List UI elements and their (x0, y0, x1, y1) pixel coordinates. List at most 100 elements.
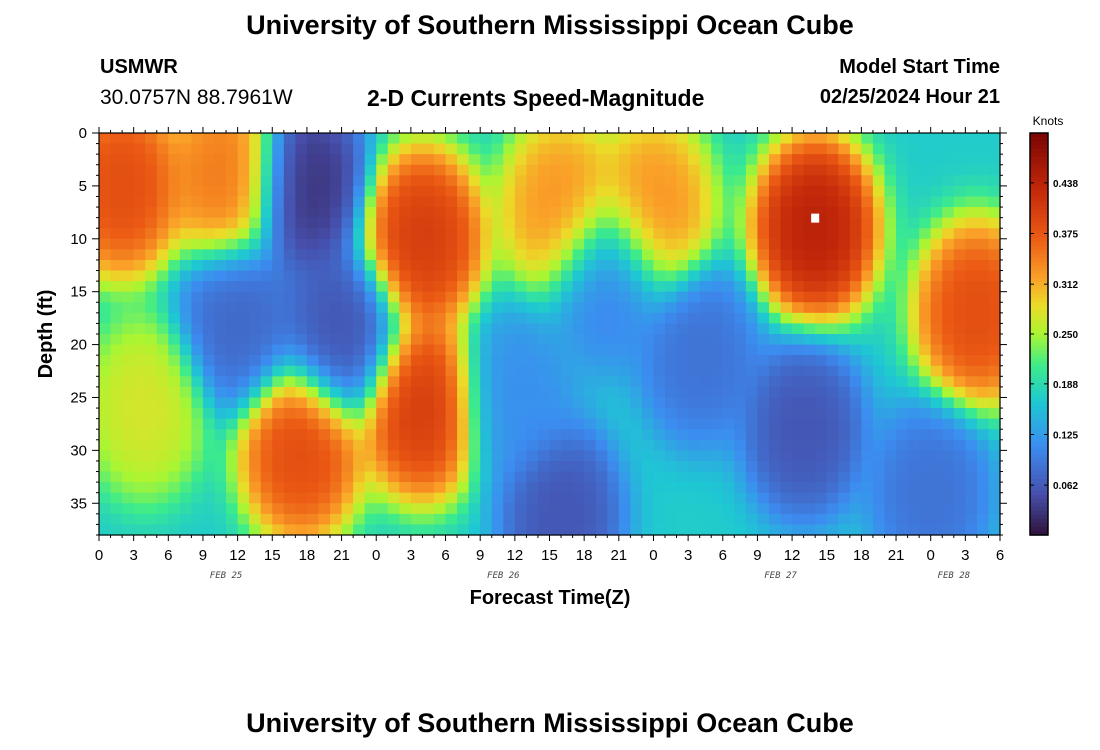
heatmap-cell (919, 143, 932, 155)
heatmap-cell (699, 503, 712, 515)
colorbar-segment (1030, 249, 1048, 255)
heatmap-cell (561, 217, 574, 229)
heatmap-cell (202, 164, 216, 176)
heatmap-cell (953, 503, 966, 515)
heatmap-cell (422, 450, 435, 462)
heatmap-cell (976, 439, 990, 451)
heatmap-cell (226, 513, 239, 526)
heatmap-cell (168, 386, 181, 399)
heatmap-cell (399, 460, 412, 473)
heatmap-cell (953, 408, 966, 420)
heatmap-cell (318, 143, 331, 155)
colorbar-segment (1030, 446, 1048, 452)
heatmap-cell (318, 154, 331, 166)
heatmap-cell (283, 397, 296, 409)
heatmap-cell (503, 291, 516, 303)
colorbar-segment (1030, 498, 1048, 504)
heatmap-cell (445, 386, 458, 399)
heatmap-cell (168, 291, 181, 303)
heatmap-cell (792, 270, 805, 282)
heatmap-cell (815, 397, 828, 409)
heatmap-cell (468, 270, 481, 282)
heatmap-cell (815, 185, 828, 198)
heatmap-cell (572, 471, 585, 483)
heatmap-cell (965, 259, 978, 272)
heatmap-cell (734, 207, 747, 219)
heatmap-cell (826, 355, 839, 367)
heatmap-cell (99, 408, 112, 420)
heatmap-cell (364, 281, 377, 293)
heatmap-cell (399, 249, 412, 261)
heatmap-cell (503, 228, 516, 240)
heatmap-cell (214, 291, 227, 303)
heatmap-cell (976, 471, 990, 483)
heatmap-cell (884, 249, 897, 261)
heatmap-cell (826, 524, 839, 536)
heatmap-cell (387, 355, 400, 367)
heatmap-cell (202, 344, 216, 356)
heatmap-cell (861, 164, 874, 176)
heatmap-cell (641, 376, 655, 388)
heatmap-cell (457, 471, 470, 483)
heatmap-cell (122, 492, 135, 504)
heatmap-cell (433, 503, 447, 515)
heatmap-cell (468, 513, 481, 526)
heatmap-cell (722, 281, 735, 293)
heatmap-cell (757, 196, 770, 208)
heatmap-cell (803, 344, 816, 356)
heatmap-cell (930, 238, 943, 250)
heatmap-cell (953, 439, 966, 451)
heatmap-cell (122, 270, 135, 282)
heatmap-cell (249, 291, 262, 303)
heatmap-cell (214, 471, 227, 483)
heatmap-cell (861, 439, 874, 451)
heatmap-cell (618, 513, 631, 526)
heatmap-cell (341, 302, 354, 314)
heatmap-cell (433, 482, 447, 494)
colorbar-segment (1030, 221, 1048, 227)
heatmap-cell (734, 418, 747, 430)
heatmap-cell (688, 185, 701, 198)
heatmap-cell (110, 291, 123, 303)
heatmap-cell (988, 503, 1001, 515)
heatmap-cell (468, 365, 481, 377)
heatmap-cell (410, 302, 424, 314)
heatmap-cell (410, 291, 424, 303)
heatmap-cell (410, 397, 424, 409)
heatmap-cell (110, 323, 123, 335)
heatmap-cell (145, 302, 158, 314)
heatmap-cell (653, 185, 666, 198)
heatmap-cell (665, 355, 678, 367)
colorbar-segment (1030, 301, 1048, 307)
heatmap-cell (537, 460, 551, 473)
heatmap-cell (953, 418, 966, 430)
heatmap-cell (561, 323, 574, 335)
heatmap-cell (514, 482, 527, 494)
heatmap-cell (896, 334, 909, 346)
heatmap-cell (815, 386, 828, 399)
colorbar-segment (1030, 378, 1048, 383)
heatmap-cell (896, 185, 909, 198)
heatmap-cell (468, 249, 481, 261)
heatmap-cell (896, 365, 909, 377)
heatmap-cell (226, 376, 239, 388)
heatmap-cell (607, 281, 620, 293)
heatmap-cell (306, 376, 320, 388)
heatmap-cell (156, 154, 169, 166)
heatmap-cell (711, 238, 724, 250)
heatmap-cell (457, 365, 470, 377)
heatmap-cell (815, 503, 828, 515)
heatmap-cell (433, 334, 447, 346)
heatmap-cell (503, 513, 516, 526)
heatmap-cell (179, 450, 193, 462)
heatmap-cell (896, 207, 909, 219)
heatmap-cell (249, 355, 262, 367)
heatmap-cell (953, 175, 966, 187)
heatmap-cell (976, 164, 990, 176)
heatmap-cell (318, 408, 331, 420)
heatmap-cell (249, 439, 262, 451)
heatmap-cell (503, 482, 516, 494)
heatmap-cell (942, 291, 955, 303)
heatmap-cell (191, 143, 204, 155)
heatmap-cell (376, 207, 389, 219)
